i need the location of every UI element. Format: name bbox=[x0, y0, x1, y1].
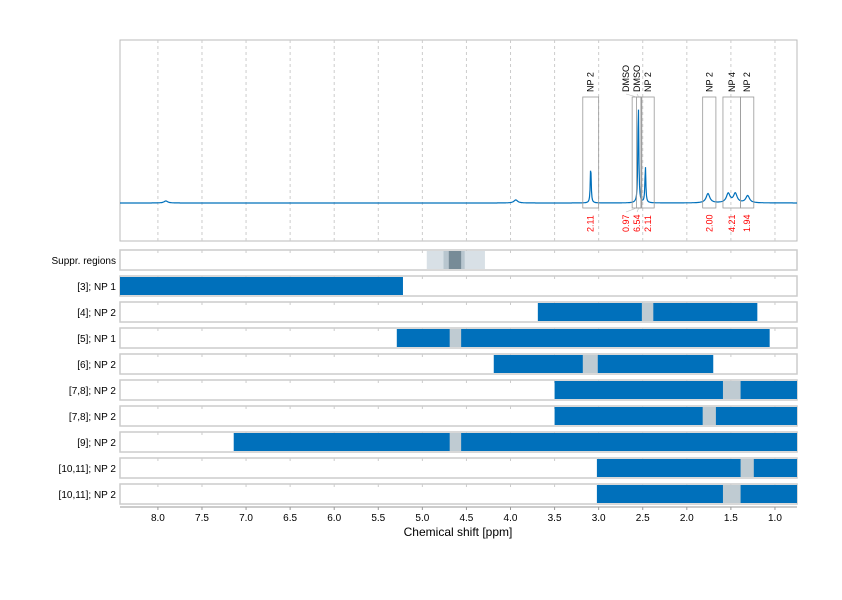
integral-label: 0.97 bbox=[621, 214, 631, 232]
tick-label: 5.5 bbox=[371, 513, 385, 524]
tick-label: 8.0 bbox=[151, 513, 165, 524]
tick-label: 6.5 bbox=[283, 513, 297, 524]
integral-label: 2.00 bbox=[704, 214, 714, 232]
range-gap bbox=[582, 355, 598, 373]
row-label: [10,11]; NP 2 bbox=[59, 490, 117, 501]
range-gap bbox=[740, 459, 754, 477]
range-gap bbox=[641, 303, 654, 321]
row-label: [3]; NP 1 bbox=[77, 282, 116, 293]
annotation-box bbox=[582, 96, 600, 209]
annotation-box bbox=[740, 96, 755, 209]
x-axis-label: Chemical shift [ppm] bbox=[404, 525, 513, 539]
annotation-label: NP 2 bbox=[586, 72, 596, 92]
integral-label: 2.11 bbox=[586, 215, 596, 232]
spectrum-panel: NP 2 2.11 DMSO 0.97 DMSO 6.54 NP 2 2.11 NP 2 2.00… bbox=[119, 39, 798, 242]
range-gap bbox=[449, 329, 462, 347]
x-axis: 8.0 7.5 7.0 6.5 6.0 5.5 5.0 4.5 4.0 3.5 3.0 2.5 2.0 1… bbox=[120, 506, 797, 524]
range-bar bbox=[596, 485, 797, 503]
range-gap bbox=[702, 407, 716, 425]
range-bar bbox=[554, 407, 797, 425]
annotation-label: NP 2 bbox=[704, 72, 714, 92]
range-bar bbox=[554, 381, 797, 399]
tick-label: 6.0 bbox=[327, 513, 341, 524]
integral-label: 6.54 bbox=[632, 214, 642, 232]
tick-label: 5.0 bbox=[415, 513, 429, 524]
suppressed-band bbox=[448, 251, 462, 269]
row-label: Suppr. regions bbox=[52, 256, 117, 267]
range-gap bbox=[722, 485, 741, 503]
label-leader-line bbox=[636, 93, 640, 98]
annotation-box bbox=[636, 96, 642, 209]
range-bar bbox=[596, 459, 797, 477]
range-bar bbox=[120, 277, 403, 295]
range-bar bbox=[233, 433, 797, 451]
annotation-box bbox=[641, 96, 655, 209]
range-rows: Suppr. regions [3]; NP 1 [4]; NP 2 [5]; NP … bbox=[52, 249, 798, 505]
tick-label: 4.5 bbox=[459, 513, 473, 524]
annotation-label: NP 2 bbox=[742, 72, 752, 92]
tick-label: 7.0 bbox=[239, 513, 253, 524]
spectrum-line bbox=[120, 109, 797, 204]
tick-label: 1.0 bbox=[768, 513, 782, 524]
tick-label: 4.0 bbox=[504, 513, 518, 524]
row-label: [10,11]; NP 2 bbox=[59, 464, 117, 475]
integral-label: 1.94 bbox=[742, 214, 752, 232]
range-gap bbox=[449, 433, 462, 451]
row-label: [6]; NP 2 bbox=[77, 360, 116, 371]
integral-label: 4.21 bbox=[727, 214, 737, 232]
annotation-label: NP 4 bbox=[727, 72, 737, 92]
spectrum-frame bbox=[119, 39, 798, 242]
annotation-label: DMSO bbox=[621, 65, 631, 92]
range-bar bbox=[493, 355, 714, 373]
range-gap bbox=[722, 381, 741, 399]
tick-label: 2.0 bbox=[680, 513, 694, 524]
integral-leader-line bbox=[625, 207, 637, 213]
row-label: [9]; NP 2 bbox=[77, 438, 116, 449]
annotation-label: DMSO bbox=[632, 65, 642, 92]
row-label: [7,8]; NP 2 bbox=[69, 412, 117, 423]
tick-label: 1.5 bbox=[724, 513, 738, 524]
row-label: [4]; NP 2 bbox=[77, 308, 116, 319]
row-label: [7,8]; NP 2 bbox=[69, 386, 117, 397]
tick-label: 3.0 bbox=[592, 513, 606, 524]
range-bar bbox=[396, 329, 770, 347]
label-leader-line bbox=[625, 93, 637, 98]
row-label: [5]; NP 1 bbox=[77, 334, 116, 345]
tick-label: 2.5 bbox=[636, 513, 650, 524]
tick-label: 3.5 bbox=[548, 513, 562, 524]
tick-label: 7.5 bbox=[195, 513, 209, 524]
integral-leader-line bbox=[636, 207, 640, 213]
annotation-box bbox=[702, 96, 717, 209]
annotation-label: NP 2 bbox=[643, 72, 653, 92]
integral-label: 2.11 bbox=[643, 215, 653, 232]
